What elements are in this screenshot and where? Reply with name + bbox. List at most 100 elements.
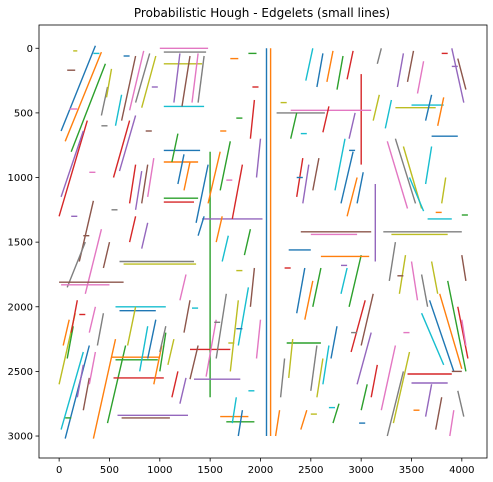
- edgelet-segment: [106, 345, 127, 424]
- edgelet-segment: [171, 133, 179, 163]
- edgelet-segment: [207, 151, 221, 204]
- y-tick-label: 500: [14, 108, 33, 119]
- edgelet-segment: [139, 326, 149, 372]
- edgelet-segment: [420, 312, 445, 366]
- edgelet-segment: [215, 293, 227, 359]
- edgelet-segment: [70, 300, 78, 333]
- edgelet-segment: [221, 235, 229, 262]
- edgelet-segment: [60, 45, 97, 132]
- edgelet-segment: [334, 138, 346, 191]
- edgelet-segment: [290, 112, 298, 139]
- x-tick-label: 1000: [147, 465, 172, 476]
- edgelet-segment: [316, 53, 324, 88]
- edgelet-segment: [457, 306, 469, 359]
- edgelet-segment: [326, 50, 334, 83]
- edgelet-segment: [336, 55, 344, 90]
- edgelet-segment: [179, 377, 187, 404]
- edgelet-segment: [346, 50, 354, 80]
- edgelet-segment: [350, 300, 366, 353]
- edgelet-segment: [249, 267, 256, 307]
- edgelet-segment: [173, 53, 181, 103]
- edgelet-segment: [396, 53, 405, 88]
- edgelet-segment: [171, 371, 179, 398]
- edgelet-segment: [147, 319, 157, 359]
- y-tick-label: 2000: [8, 302, 33, 313]
- edgelet-segment: [66, 326, 74, 359]
- edgelet-segment: [60, 351, 84, 430]
- edgelet-segment: [76, 364, 84, 398]
- edgelet-segment: [84, 229, 103, 294]
- edgelet-segment: [177, 154, 185, 185]
- edgelet-segment: [424, 384, 433, 417]
- edgelet-segment: [120, 55, 137, 121]
- edgelet-segment: [249, 99, 256, 139]
- edgelet-segment: [255, 138, 262, 178]
- edgelet-segment: [128, 164, 137, 204]
- edgelet-segment: [430, 261, 439, 294]
- edgelet-segment: [408, 177, 425, 212]
- edgelet-segment: [64, 345, 90, 439]
- x-tick-label: 3000: [348, 465, 373, 476]
- edgelet-segment: [428, 300, 455, 372]
- edgelet-segment: [219, 141, 231, 191]
- edgelet-segment: [189, 345, 199, 380]
- edgelet-segment: [300, 409, 308, 430]
- edgelet-segment: [461, 319, 467, 346]
- edgelet-segment: [183, 300, 191, 333]
- edgelet-segment: [437, 97, 445, 126]
- chart-title: Probabilistic Hough - Edgelets (small li…: [134, 6, 390, 20]
- edgelet-segment: [231, 164, 244, 220]
- edgelet-segment: [70, 63, 107, 152]
- edgelet-segment: [330, 326, 338, 359]
- edgelet-segment: [237, 287, 250, 346]
- plot-area: [58, 45, 469, 439]
- edgelet-segment: [356, 332, 372, 385]
- edgelet-segment: [64, 51, 103, 142]
- edgelet-segment: [197, 55, 205, 103]
- y-tick-label: 1500: [8, 238, 33, 249]
- edgelet-segment: [376, 48, 382, 64]
- edgelet-segment: [195, 164, 209, 223]
- edgelet-segment: [100, 86, 109, 116]
- edgelet-segment: [424, 94, 433, 121]
- edgelet-segment: [441, 177, 447, 204]
- edgelet-segment: [82, 377, 90, 411]
- edgelet-segment: [128, 50, 145, 111]
- edgelet-segment: [105, 68, 113, 98]
- edgelet-segment: [435, 397, 443, 430]
- x-tick-label: 1500: [197, 465, 222, 476]
- edgelet-segment: [302, 164, 310, 204]
- y-tick-label: 2500: [8, 367, 33, 378]
- edgelet-segment: [167, 338, 175, 366]
- edgelet-segment: [134, 170, 143, 210]
- edgelet-segment: [229, 300, 239, 372]
- edgelet-segment: [237, 410, 244, 437]
- edgelet-segment: [112, 120, 131, 178]
- edgelet-segment: [312, 157, 320, 191]
- edgelet-segment: [243, 229, 252, 256]
- edgelet-segment: [128, 216, 137, 243]
- edgelet-segment: [348, 112, 356, 139]
- edgelet-segment: [420, 274, 429, 307]
- edgelet-segment: [449, 410, 455, 437]
- edgelet-segment: [60, 130, 84, 198]
- edgelet-segment: [360, 293, 374, 346]
- edgelet-segment: [384, 99, 393, 129]
- edgelet-segment: [191, 53, 199, 103]
- edgelet-segment: [360, 384, 368, 411]
- edgelet-segment: [197, 216, 205, 236]
- edgelet-segment: [340, 151, 354, 204]
- edgelet-segment: [126, 306, 137, 346]
- edgelet-segment: [183, 161, 191, 191]
- edgelet-segment: [181, 55, 191, 107]
- edgelet-segment: [406, 50, 415, 83]
- edgelet-segment: [370, 364, 378, 398]
- x-tick-label: 500: [100, 465, 119, 476]
- edgelet-segment: [316, 358, 324, 398]
- x-tick-label: 0: [56, 465, 62, 476]
- edgelet-segment: [296, 267, 306, 314]
- edgelet-segment: [141, 222, 149, 249]
- edgelet-segment: [92, 338, 117, 439]
- edgelet-segment: [88, 351, 97, 385]
- edgelet-segment: [356, 172, 364, 204]
